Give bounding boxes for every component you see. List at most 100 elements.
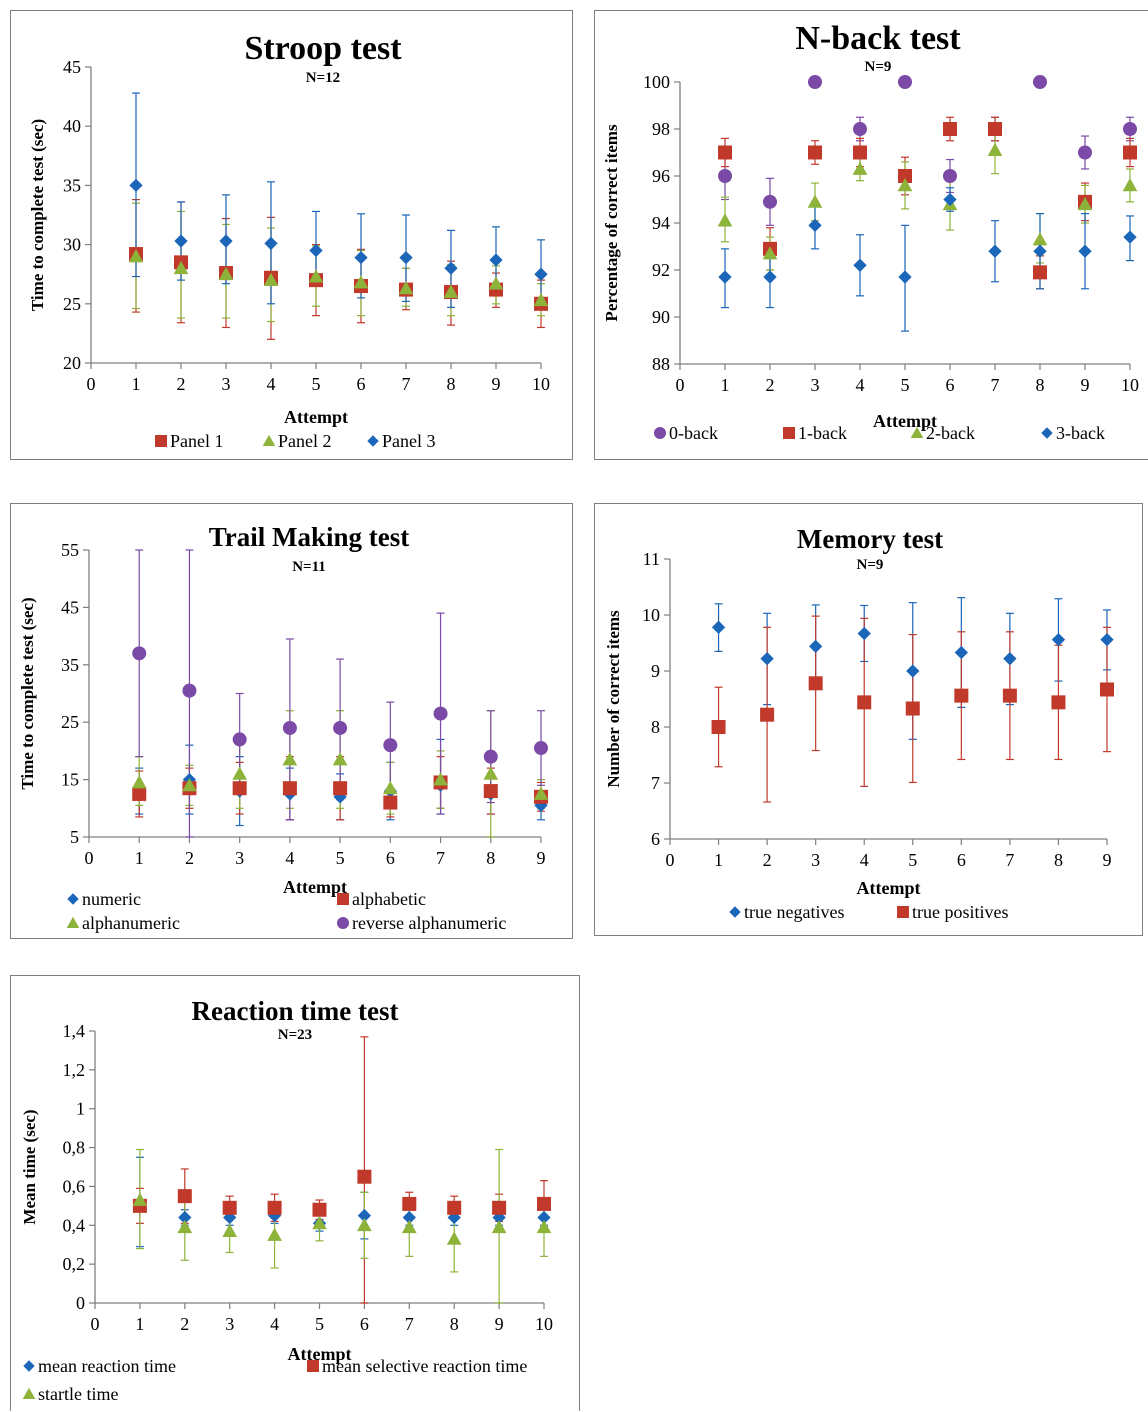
data-point [807, 194, 823, 208]
x-tick-label: 7 [991, 375, 1000, 395]
series-errorbars [132, 202, 545, 323]
x-tick-label: 2 [766, 375, 775, 395]
x-tick-label: 4 [270, 1314, 279, 1334]
y-tick-label: 1,2 [63, 1060, 86, 1080]
series-points [132, 646, 548, 764]
data-point [1077, 196, 1093, 211]
data-point [282, 720, 297, 735]
data-point [128, 249, 144, 263]
x-tick-label: 9 [537, 848, 546, 868]
y-axis-label: Time to complete test (sec) [28, 119, 47, 311]
data-point [857, 695, 872, 710]
data-point [402, 1196, 417, 1211]
data-point [1123, 122, 1137, 136]
legend-marker [23, 1360, 35, 1372]
y-tick-label: 11 [643, 549, 660, 569]
data-point [282, 752, 298, 766]
x-tick-label: 1 [721, 375, 730, 395]
series-errorbars [135, 1156, 548, 1248]
legend-label: Panel 3 [382, 431, 436, 451]
data-point [717, 213, 733, 227]
legend-marker [66, 916, 80, 929]
data-point [333, 720, 348, 735]
data-point [763, 194, 777, 209]
x-tick-label: 1 [714, 850, 723, 870]
reaction-time-chart-panel: Reaction time test N=23 0 0,2 0,4 0,6 0,8 1 1,2 1… [10, 975, 580, 1411]
legend-marker [22, 1387, 36, 1400]
y-tick-label: 8 [651, 717, 660, 737]
y-tick-label: 15 [61, 770, 79, 790]
memory-chart: Memory test N=9 6 7 8 9 10 11 0 1 2 3 4 5 6 7 8 9 Attempt N… [604, 524, 1114, 922]
series-errorbars [721, 187, 1134, 332]
x-tick-label: 2 [180, 1314, 189, 1334]
x-tick-label: 1 [135, 1314, 144, 1334]
data-point [897, 178, 913, 192]
series-errorbars [135, 1148, 548, 1304]
data-point [853, 122, 867, 136]
legend-label: 2-back [926, 423, 975, 443]
data-point [483, 766, 499, 780]
data-point [711, 720, 726, 734]
data-point [264, 236, 278, 251]
data-point [943, 122, 957, 136]
data-point [353, 275, 369, 289]
x-tick-label: 0 [85, 848, 94, 868]
legend-label: 1-back [798, 423, 847, 443]
chart-subtitle: N=9 [865, 59, 892, 75]
legend-marker [307, 1360, 319, 1372]
chart-subtitle: N=23 [278, 1027, 312, 1043]
data-point [177, 1219, 193, 1234]
data-point [763, 270, 777, 284]
data-point [536, 1219, 552, 1234]
y-axis-label: Number of correct items [604, 610, 623, 788]
data-point [1051, 632, 1066, 647]
data-point [219, 234, 233, 248]
legend-label: alphabetic [352, 889, 426, 909]
data-point [760, 652, 774, 666]
data-point [488, 276, 504, 290]
nback-chart: N-back test N=9 88 90 92 94 96 98 100 0 1 2 3 4 5 6 7 8 9 1… [602, 20, 1139, 443]
data-point [483, 784, 498, 799]
legend-label: numeric [82, 889, 141, 909]
chart-title: N-back test [795, 20, 961, 57]
x-axis-label: Attempt [857, 878, 921, 898]
data-point [401, 1219, 417, 1234]
data-point [857, 626, 871, 641]
legend-marker [337, 893, 349, 905]
data-point [232, 732, 247, 747]
legend-marker [337, 917, 349, 929]
data-point [954, 645, 968, 660]
data-point [808, 218, 822, 232]
y-tick-label: 9 [651, 661, 660, 681]
data-point [537, 1196, 551, 1211]
data-point [898, 75, 912, 89]
chart-subtitle: N=9 [857, 557, 884, 573]
data-point [988, 122, 1002, 136]
x-axis-label: Attempt [284, 407, 348, 427]
data-point [182, 777, 197, 792]
data-point [222, 1223, 238, 1237]
series-points [133, 1199, 551, 1230]
data-point [267, 1227, 282, 1241]
data-point [222, 1200, 237, 1215]
x-tick-label: 8 [1036, 375, 1045, 395]
data-point [1123, 145, 1137, 160]
y-tick-label: 92 [652, 260, 670, 280]
data-point [943, 169, 957, 183]
x-tick-label: 0 [87, 374, 96, 394]
series-points [132, 1169, 551, 1217]
x-tick-label: 3 [235, 848, 244, 868]
x-tick-label: 3 [225, 1314, 234, 1334]
data-point [433, 772, 448, 786]
data-point [853, 258, 867, 272]
legend-label: mean selective reaction time [322, 1356, 527, 1376]
x-tick-label: 4 [860, 850, 869, 870]
data-point [483, 749, 498, 764]
legend-label: reverse alphanumeric [352, 913, 506, 933]
x-tick-label: 7 [436, 848, 445, 868]
x-tick-label: 8 [447, 374, 456, 394]
series-points [718, 192, 1137, 284]
x-tick-label: 1 [132, 374, 141, 394]
x-tick-label: 9 [495, 1314, 504, 1334]
